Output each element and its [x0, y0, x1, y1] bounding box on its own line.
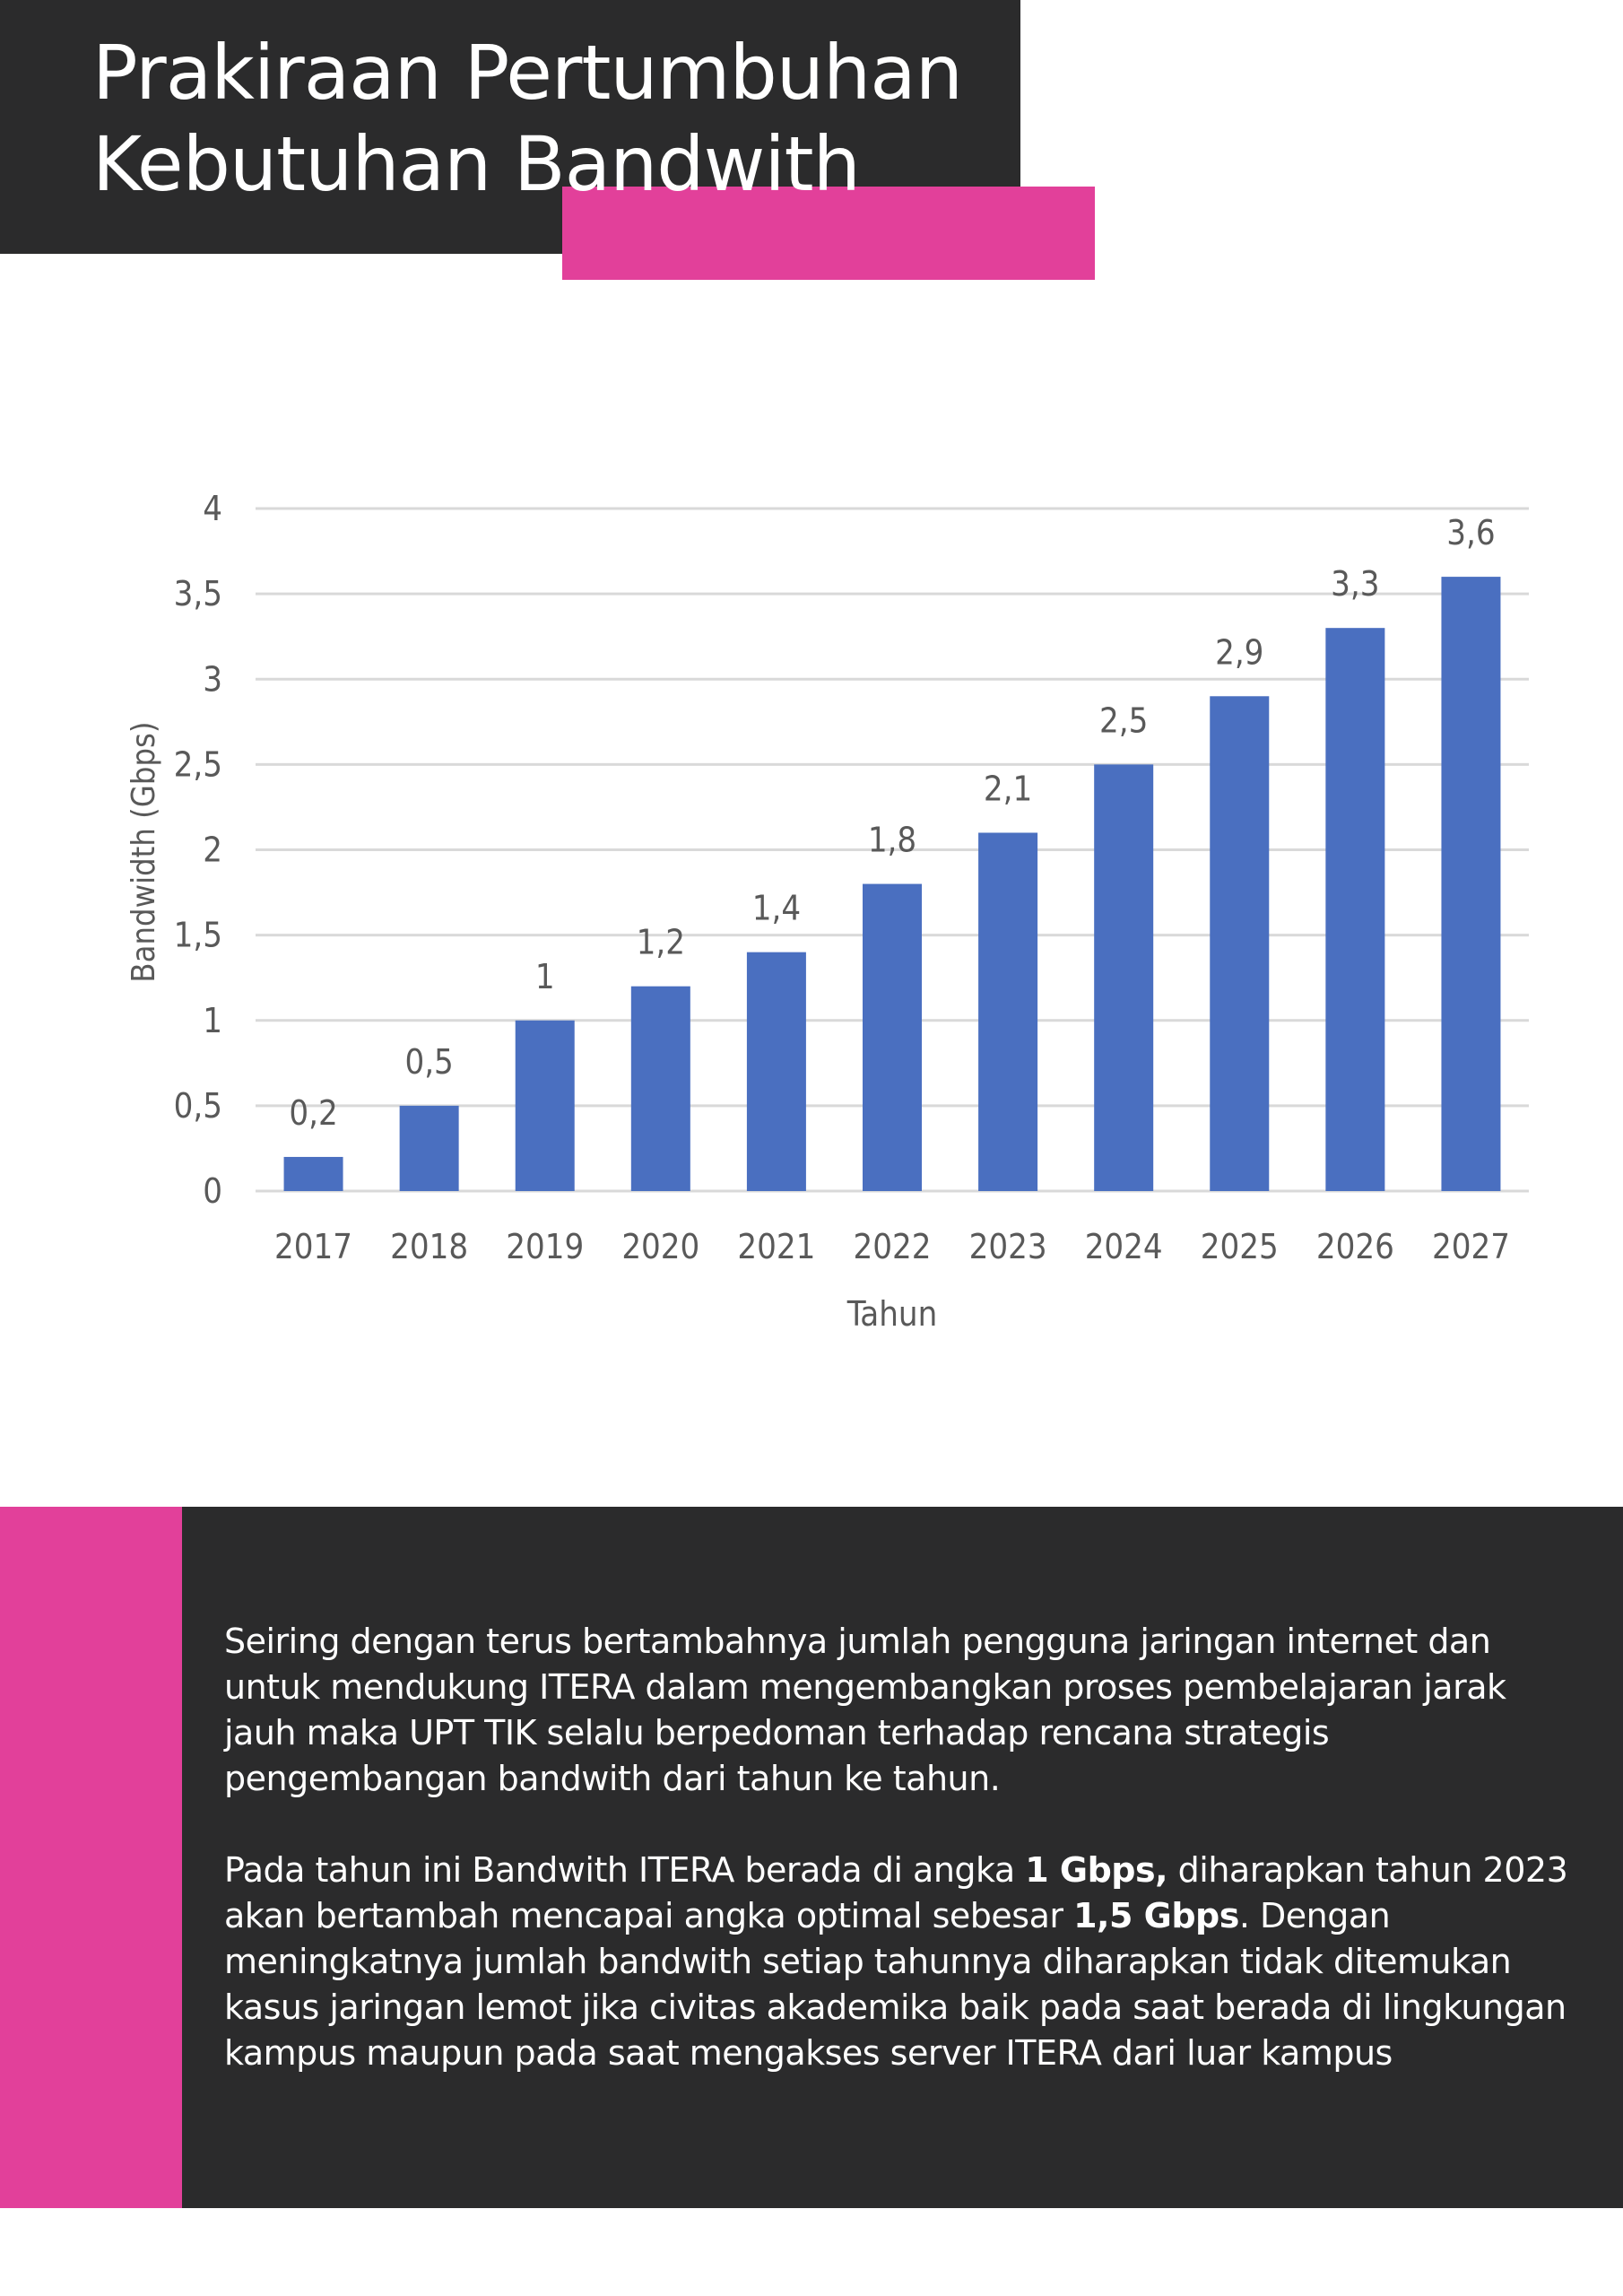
y-tick-label: 1	[203, 1001, 222, 1040]
x-tick-label: 2021	[737, 1227, 815, 1266]
y-tick-label: 2,5	[174, 744, 222, 784]
page-title-line2: Kebutuhan Bandwith	[92, 120, 861, 208]
data-label: 1,8	[868, 821, 916, 860]
bar	[978, 832, 1038, 1191]
y-tick-label: 4	[203, 489, 222, 528]
bar	[1441, 577, 1501, 1191]
p2-bold-2: 1,5 Gbps	[1073, 1896, 1239, 1935]
bar	[863, 883, 922, 1191]
description-paragraph-2: Pada tahun ini Bandwith ITERA berada di …	[224, 1848, 1587, 2076]
y-tick-label: 3	[203, 659, 222, 699]
bar	[1325, 628, 1385, 1191]
bar	[1094, 764, 1154, 1191]
p2-text-3: . Dengan meningkatnya jumlah bandwith se…	[224, 1896, 1567, 2073]
y-tick-label: 3,5	[174, 574, 222, 613]
data-label: 2,5	[1099, 700, 1148, 740]
p2-text-2: diharapkan tahun 2023 akan bertambah men…	[224, 1850, 1568, 1935]
data-label: 1,4	[752, 889, 801, 928]
data-label: 1	[535, 957, 555, 996]
bandwidth-bar-chart: 0 0,5 1 1,5 2 2,5 3 3,5 4 0,2 2017 0,5 2018 1 2019 1,2 2…	[126, 489, 1529, 1334]
description-accent-bar	[0, 1507, 182, 2208]
x-tick-label: 2024	[1085, 1227, 1163, 1266]
data-label: 0,5	[404, 1042, 453, 1082]
y-tick-label: 1,5	[174, 916, 222, 955]
page-title: Prakiraan Pertumbuhan Kebutuhan Bandwith	[92, 27, 1079, 210]
bar	[1210, 696, 1270, 1191]
x-tick-label: 2027	[1432, 1227, 1510, 1266]
bar	[515, 1020, 575, 1191]
x-tick-label: 2018	[390, 1227, 468, 1266]
data-label: 3,6	[1446, 513, 1495, 552]
p2-bold-1: 1 Gbps,	[1025, 1850, 1168, 1890]
description-paragraph-1: Seiring dengan terus bertambahnya jumlah…	[224, 1622, 1506, 1798]
x-axis-title: Tahun	[846, 1294, 938, 1334]
data-label: 1,2	[637, 923, 685, 962]
data-label: 0,2	[289, 1093, 337, 1133]
bar	[746, 952, 806, 1191]
data-label: 3,3	[1331, 564, 1379, 604]
x-tick-label: 2022	[854, 1227, 932, 1266]
y-tick-label: 0,5	[174, 1086, 222, 1126]
bar	[399, 1105, 459, 1191]
description-text: Seiring dengan terus bertambahnya jumlah…	[224, 1619, 1587, 2122]
x-tick-label: 2017	[274, 1227, 352, 1266]
page-title-line1: Prakiraan Pertumbuhan	[92, 29, 963, 117]
x-tick-label: 2023	[969, 1227, 1047, 1266]
bar	[283, 1156, 343, 1191]
bar	[630, 986, 690, 1191]
data-label: 2,9	[1215, 632, 1263, 672]
description-panel	[0, 1507, 1623, 2208]
x-tick-label: 2019	[506, 1227, 584, 1266]
x-tick-label: 2025	[1201, 1227, 1279, 1266]
p2-text-1: Pada tahun ini Bandwith ITERA berada di …	[224, 1850, 1026, 1890]
y-tick-label: 0	[203, 1171, 222, 1211]
y-axis-title: Bandwidth (Gbps)	[126, 721, 162, 982]
x-tick-label: 2020	[621, 1227, 699, 1266]
data-label: 2,1	[984, 769, 1032, 808]
y-tick-label: 2	[203, 831, 222, 870]
title-accent-bar	[562, 187, 1095, 280]
x-tick-label: 2026	[1316, 1227, 1394, 1266]
